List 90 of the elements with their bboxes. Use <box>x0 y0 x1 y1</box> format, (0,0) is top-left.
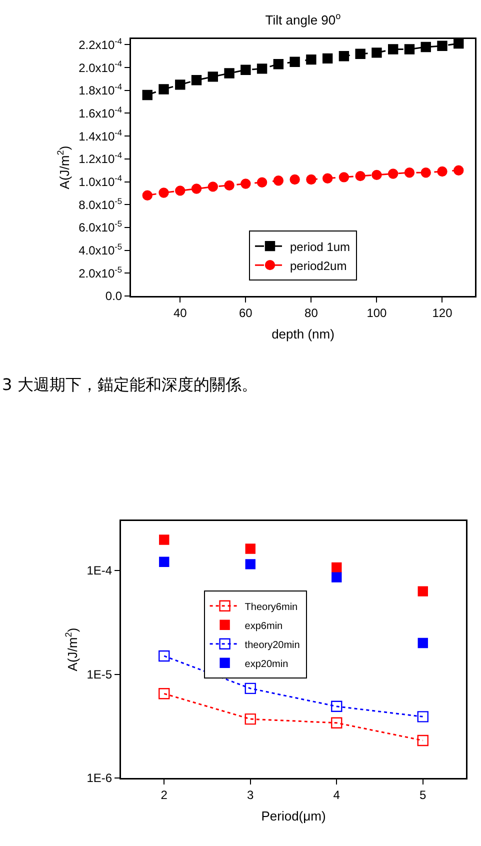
point <box>158 188 169 198</box>
y-tick-label: 2.0x10$^{-4}$ <box>78 58 122 75</box>
point <box>256 177 268 188</box>
point <box>158 84 169 94</box>
point <box>404 168 415 178</box>
point <box>420 168 431 178</box>
x-tick-label: 4 <box>333 788 340 802</box>
point <box>417 711 428 722</box>
point <box>322 53 333 64</box>
point <box>454 165 464 176</box>
x-tick-label: 5 <box>420 788 427 802</box>
point <box>240 64 251 75</box>
point <box>437 166 448 177</box>
point <box>191 184 202 194</box>
y-tick-label: 2.2x10$^{-4}$ <box>78 36 122 52</box>
point <box>372 48 382 58</box>
point <box>388 44 398 54</box>
y-tick-label: 8.0x10$^{-5}$ <box>78 196 122 212</box>
point <box>331 717 342 728</box>
point <box>322 173 333 184</box>
y-tick-label: 1.4x10$^{-4}$ <box>78 127 122 144</box>
x-axis-title: depth (nm) <box>272 326 334 342</box>
x-tick-label: 60 <box>238 306 253 320</box>
point <box>355 48 366 59</box>
point <box>418 638 428 648</box>
point <box>224 180 234 191</box>
point <box>332 562 342 573</box>
point <box>191 75 202 86</box>
point <box>417 734 428 746</box>
point <box>158 688 170 700</box>
point <box>306 54 316 65</box>
point <box>372 170 382 180</box>
chart-title: Tilt angle 90$^{o}$ <box>265 11 341 28</box>
x-axis-title: Period(μm) <box>261 808 326 824</box>
x-tick-label: 2 <box>160 788 168 802</box>
y-tick-label: 1.2x10$^{-4}$ <box>78 150 122 166</box>
y-tick-label: 1E-6 <box>86 771 112 786</box>
point <box>273 176 284 186</box>
point <box>418 586 428 596</box>
point <box>338 51 350 62</box>
point <box>158 650 170 662</box>
point <box>420 42 431 52</box>
legend-label: period 1um <box>290 240 350 254</box>
point <box>331 700 342 712</box>
point <box>142 190 152 200</box>
point <box>290 174 300 185</box>
x-tick-label: 100 <box>366 306 388 320</box>
x-tick-label: 3 <box>247 788 254 802</box>
point <box>290 56 300 67</box>
point <box>332 572 342 582</box>
point <box>388 168 398 179</box>
point <box>338 172 350 182</box>
y-tick-label: 1.6x10$^{-4}$ <box>78 104 122 120</box>
point <box>256 64 268 74</box>
legend-label: Theory6min <box>244 602 298 613</box>
x-tick-label: 80 <box>304 306 318 320</box>
point <box>404 44 415 54</box>
point <box>240 178 251 189</box>
point <box>306 174 316 185</box>
y-tick-label: 1.8x10$^{-4}$ <box>78 82 122 98</box>
point <box>437 40 448 51</box>
x-tick-label: 120 <box>432 306 453 320</box>
y-tick-label: 4.0x10$^{-5}$ <box>78 241 122 258</box>
point <box>244 713 256 725</box>
legend-label: exp6min <box>244 620 283 632</box>
point <box>273 59 284 70</box>
point <box>159 534 170 545</box>
point <box>224 68 234 78</box>
y-tick-label: 2.0x10$^{-5}$ <box>78 264 122 280</box>
point <box>355 170 366 182</box>
point <box>175 186 186 196</box>
point <box>208 72 218 82</box>
point <box>159 556 170 568</box>
legend-label: period2um <box>290 258 347 273</box>
point <box>175 80 186 90</box>
point <box>245 559 256 570</box>
legend-label: exp20min <box>244 658 288 670</box>
point <box>454 39 464 49</box>
legend-label: theory20min <box>244 640 300 651</box>
text: 3 大週期下，錨定能和深度的關係。 <box>2 375 258 394</box>
y-tick-label: 1.0x10$^{-4}$ <box>78 172 122 189</box>
x-tick-label: 40 <box>173 306 188 320</box>
y-tick-label: 1E-5 <box>86 667 112 682</box>
point <box>245 544 256 554</box>
point <box>142 90 152 100</box>
y-tick-label: 0.0 <box>105 289 122 304</box>
point <box>244 682 256 694</box>
y-tick-label: 6.0x10$^{-5}$ <box>78 218 122 235</box>
point <box>208 182 218 192</box>
y-tick-label: 1E-4 <box>86 564 112 578</box>
